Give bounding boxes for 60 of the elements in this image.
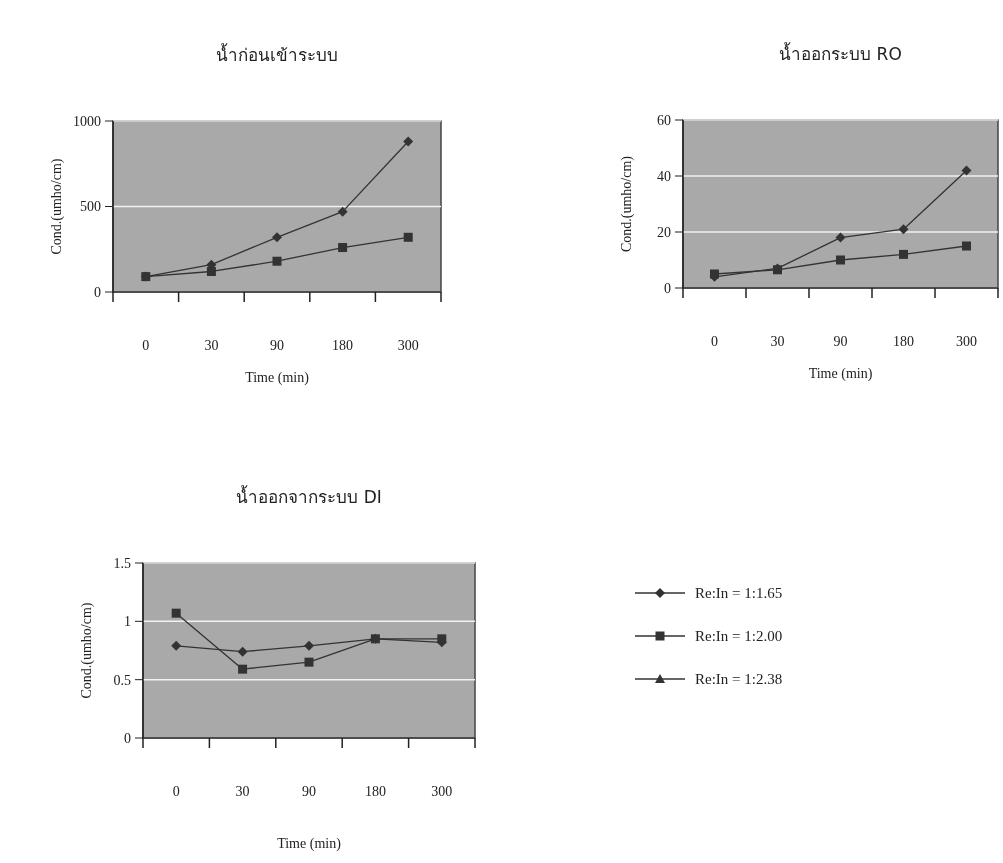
y-tick-label: 40	[657, 168, 671, 184]
chart-title: น้ำออกระบบ RO	[779, 42, 902, 64]
x-tick-label: 180	[364, 784, 386, 799]
y-tick-label: 0.5	[113, 672, 131, 688]
x-tick-label: 30	[770, 334, 785, 349]
chart-title: น้ำออกจากระบบ DI	[236, 485, 382, 507]
x-axis-title: Time (min)	[277, 836, 342, 852]
y-tick-label: 1	[124, 614, 131, 630]
legend-label: Re:In = 1:2.00	[695, 628, 783, 645]
y-tick-label: 20	[657, 224, 671, 240]
y-axis-title: Cond.(umho/cm)	[79, 602, 95, 699]
y-tick-label: 500	[80, 199, 101, 215]
x-tick-label: 90	[833, 334, 848, 349]
point	[962, 241, 971, 251]
y-tick-label: 1.5	[113, 555, 131, 571]
x-tick-label: 0	[142, 338, 150, 353]
x-tick-label: 30	[235, 784, 250, 799]
x-tick-label: 180	[893, 334, 914, 349]
y-tick-label: 60	[657, 112, 671, 128]
point	[899, 249, 908, 259]
point	[437, 634, 447, 644]
point	[272, 256, 282, 266]
point	[961, 165, 972, 176]
point	[206, 266, 216, 276]
point	[272, 232, 282, 243]
point	[370, 634, 380, 644]
point	[304, 640, 314, 651]
chart-title: น้ำก่อนเข้าระบบ	[216, 43, 338, 65]
x-axis-title: Time (min)	[245, 370, 310, 386]
point	[237, 646, 248, 657]
x-tick-label: 90	[270, 338, 284, 353]
x-tick-label: 0	[711, 334, 718, 349]
legend-label: Re:In = 1:2.38	[695, 671, 783, 688]
y-axis-title: Cond.(umho/cm)	[49, 158, 65, 255]
x-tick-label: 300	[431, 784, 453, 799]
point	[304, 657, 314, 667]
point	[141, 272, 151, 282]
point	[338, 243, 348, 253]
legend-label: Re:In = 1:1.65	[695, 585, 783, 602]
point	[403, 136, 414, 147]
y-tick-label: 0	[664, 280, 671, 296]
x-tick-label: 300	[956, 334, 977, 349]
y-tick-label: 0	[94, 284, 101, 300]
point	[836, 255, 845, 265]
x-tick-label: 180	[332, 338, 354, 353]
x-axis-title: Time (min)	[808, 366, 873, 382]
point	[835, 232, 846, 243]
point	[171, 640, 182, 651]
x-tick-label: 30	[204, 338, 219, 353]
x-tick-label: 90	[302, 784, 316, 799]
point	[898, 224, 909, 235]
x-tick-label: 300	[397, 338, 419, 353]
point	[403, 232, 413, 242]
y-tick-label: 1000	[73, 113, 101, 129]
point	[337, 206, 348, 217]
y-axis-title: Cond.(umho/cm)	[619, 155, 635, 253]
point	[238, 664, 248, 674]
x-tick-label: 0	[172, 784, 180, 799]
point	[171, 608, 181, 618]
y-tick-label: 0	[124, 730, 131, 746]
